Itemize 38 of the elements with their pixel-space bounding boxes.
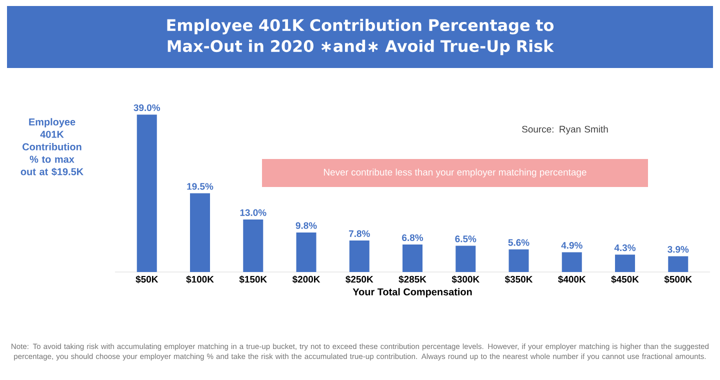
bar (508, 249, 529, 272)
bar (190, 193, 210, 272)
data-label: 19.5% (187, 183, 214, 190)
bar (136, 114, 157, 272)
data-label: 13.0% (240, 209, 266, 216)
bar (349, 240, 370, 272)
data-label: 4.9% (561, 242, 582, 249)
x-tick-label: $500K (664, 276, 692, 284)
data-label: 39.0% (134, 104, 160, 112)
bar (615, 254, 636, 272)
bar (296, 232, 316, 272)
bar (562, 252, 582, 272)
bar (402, 244, 423, 272)
x-tick-label: $200K (292, 276, 320, 284)
chart-title: Employee 401K Contribution Percentage to Max-Out in 2020 ∗and∗ Avoid True-Up Risk (167, 18, 554, 56)
data-label: 9.8% (296, 222, 317, 229)
y-axis-title: Employee 401K Contribution % to max out at $19.5K (20, 118, 84, 176)
data-label: 5.6% (508, 239, 530, 246)
bar (668, 256, 688, 272)
x-tick-label: $300K (452, 276, 480, 284)
data-label: 6.5% (455, 236, 476, 242)
annotation: Never contribute less than your employer matching percentage (324, 168, 586, 178)
x-tick-label: $100K (186, 276, 214, 284)
x-tick-label: $50K (136, 276, 158, 284)
data-label: 3.9% (668, 246, 689, 253)
annotation: Source: Ryan Smith (522, 126, 608, 134)
bar (243, 220, 264, 272)
data-label: 4.3% (614, 244, 636, 252)
x-axis-title: Your Total Compensation (352, 288, 472, 298)
x-tick-label: $285K (398, 276, 426, 284)
x-tick-label: $150K (239, 276, 267, 284)
x-tick-label: $350K (504, 276, 533, 284)
data-label: 7.8% (349, 230, 370, 237)
bar (456, 246, 476, 272)
x-tick-label: $400K (558, 276, 586, 284)
x-tick-label: $450K (611, 276, 639, 284)
x-tick-label: $250K (346, 276, 374, 284)
data-label: 6.8% (402, 234, 424, 242)
